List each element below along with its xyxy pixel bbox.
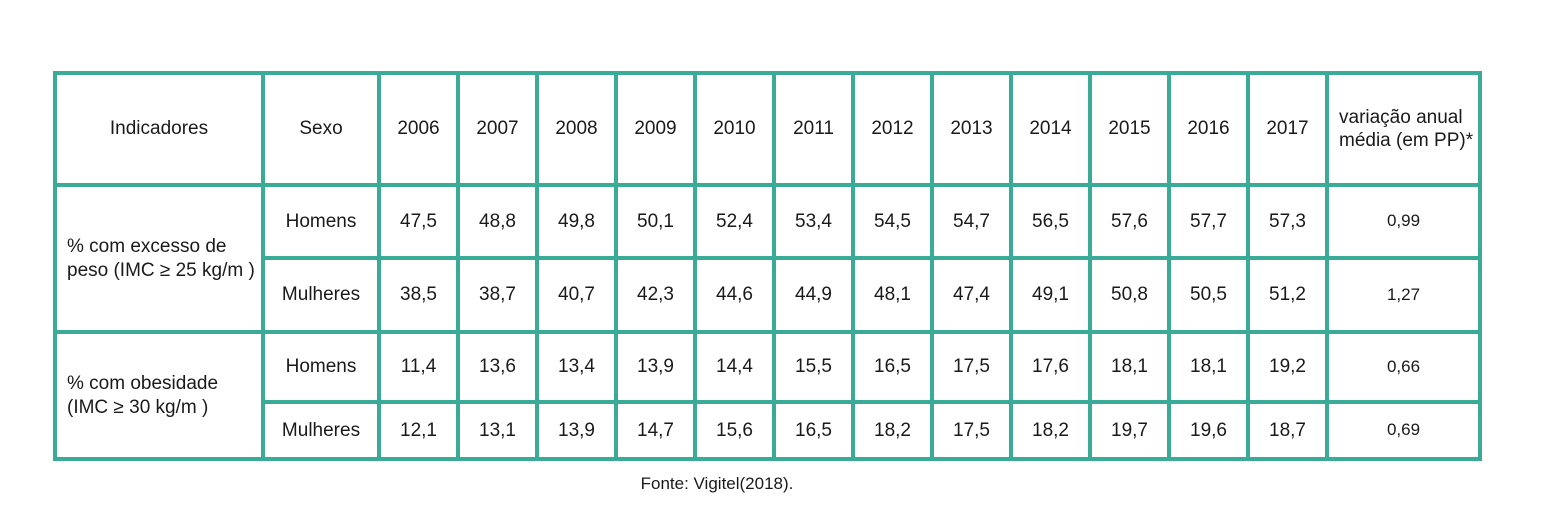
data-table: Indicadores Sexo 2006 2007 2008 2009 2010 2011 2… (53, 71, 1482, 461)
value-cell: 16,5 (851, 330, 934, 404)
column-header: 2008 (535, 71, 618, 187)
value-cell: 15,6 (693, 400, 776, 461)
value-cell: 13,9 (535, 400, 618, 461)
value-cell: 48,8 (456, 183, 539, 260)
table-row: % com obesidade (IMC ≥ 30 kg/m ) Homens 11… (53, 330, 1482, 461)
column-header: 2011 (772, 71, 855, 187)
value-cell: 18,1 (1088, 330, 1171, 404)
variation-cell: 0,66 (1325, 330, 1482, 404)
column-header: 2006 (377, 71, 460, 187)
value-cell: 17,5 (930, 400, 1013, 461)
value-cell: 51,2 (1246, 256, 1329, 334)
value-cell: 42,3 (614, 256, 697, 334)
value-cell: 18,2 (1009, 400, 1092, 461)
value-cell: 40,7 (535, 256, 618, 334)
column-header: 2015 (1088, 71, 1171, 187)
source-note: Fonte: Vigitel(2018). (640, 474, 794, 493)
header-row: Indicadores Sexo 2006 2007 2008 2009 2010 2011 2… (53, 71, 1482, 187)
value-cell: 54,7 (930, 183, 1013, 260)
value-cell: 18,2 (851, 400, 934, 461)
column-header: 2012 (851, 71, 934, 187)
value-cell: 12,1 (377, 400, 460, 461)
value-cell: 49,1 (1009, 256, 1092, 334)
column-header: 2010 (693, 71, 776, 187)
value-cell: 57,7 (1167, 183, 1250, 260)
value-cell: 13,4 (535, 330, 618, 404)
value-cell: 13,9 (614, 330, 697, 404)
value-cell: 16,5 (772, 400, 855, 461)
value-cell: 14,7 (614, 400, 697, 461)
sex-cell: Homens (261, 330, 381, 404)
column-header: 2016 (1167, 71, 1250, 187)
table-row: Mulheres 12,1 13,1 13,9 14,7 15,6 16,5 18,2 17,5… (55, 400, 1482, 461)
table-row: Mulheres 38,5 38,7 40,7 42,3 44,6 44,9 48,1 47,4… (55, 256, 1482, 334)
sex-cell: Mulheres (261, 256, 381, 334)
indicator-cell: % com obesidade (IMC ≥ 30 kg/m ) (53, 330, 265, 461)
value-cell: 57,3 (1246, 183, 1329, 260)
variation-cell: 1,27 (1325, 256, 1482, 334)
value-cell: 15,5 (772, 330, 855, 404)
value-cell: 17,6 (1009, 330, 1092, 404)
sex-cell: Mulheres (261, 400, 381, 461)
value-cell: 17,5 (930, 330, 1013, 404)
value-cell: 57,6 (1088, 183, 1171, 260)
value-cell: 38,5 (377, 256, 460, 334)
value-cell: 47,4 (930, 256, 1013, 334)
value-cell: 18,7 (1246, 400, 1329, 461)
value-cell: 19,7 (1088, 400, 1171, 461)
table-row: % com excesso de peso (IMC ≥ 25 kg/m ) Ho… (53, 183, 1482, 334)
value-cell: 48,1 (851, 256, 934, 334)
value-cell: 52,4 (693, 183, 776, 260)
value-cell: 13,1 (456, 400, 539, 461)
value-cell: 50,1 (614, 183, 697, 260)
value-cell: 11,4 (377, 330, 460, 404)
value-cell: 50,5 (1167, 256, 1250, 334)
sex-cell: Homens (261, 183, 381, 260)
value-cell: 44,9 (772, 256, 855, 334)
column-header: 2014 (1009, 71, 1092, 187)
indicator-cell: % com excesso de peso (IMC ≥ 25 kg/m ) (53, 183, 265, 334)
value-cell: 19,2 (1246, 330, 1329, 404)
value-cell: 53,4 (772, 183, 855, 260)
column-header: 2009 (614, 71, 697, 187)
value-cell: 18,1 (1167, 330, 1250, 404)
column-header: 2017 (1246, 71, 1329, 187)
variation-cell: 0,69 (1325, 400, 1482, 461)
value-cell: 54,5 (851, 183, 934, 260)
value-cell: 38,7 (456, 256, 539, 334)
column-header: Sexo (261, 71, 381, 187)
column-header: 2007 (456, 71, 539, 187)
value-cell: 19,6 (1167, 400, 1250, 461)
column-header: 2013 (930, 71, 1013, 187)
value-cell: 49,8 (535, 183, 618, 260)
value-cell: 14,4 (693, 330, 776, 404)
value-cell: 44,6 (693, 256, 776, 334)
value-cell: 50,8 (1088, 256, 1171, 334)
value-cell: 13,6 (456, 330, 539, 404)
variation-cell: 0,99 (1325, 183, 1482, 260)
column-header: variação anual média (em PP)* (1325, 71, 1482, 187)
value-cell: 47,5 (377, 183, 460, 260)
column-header: Indicadores (53, 71, 265, 187)
value-cell: 56,5 (1009, 183, 1092, 260)
